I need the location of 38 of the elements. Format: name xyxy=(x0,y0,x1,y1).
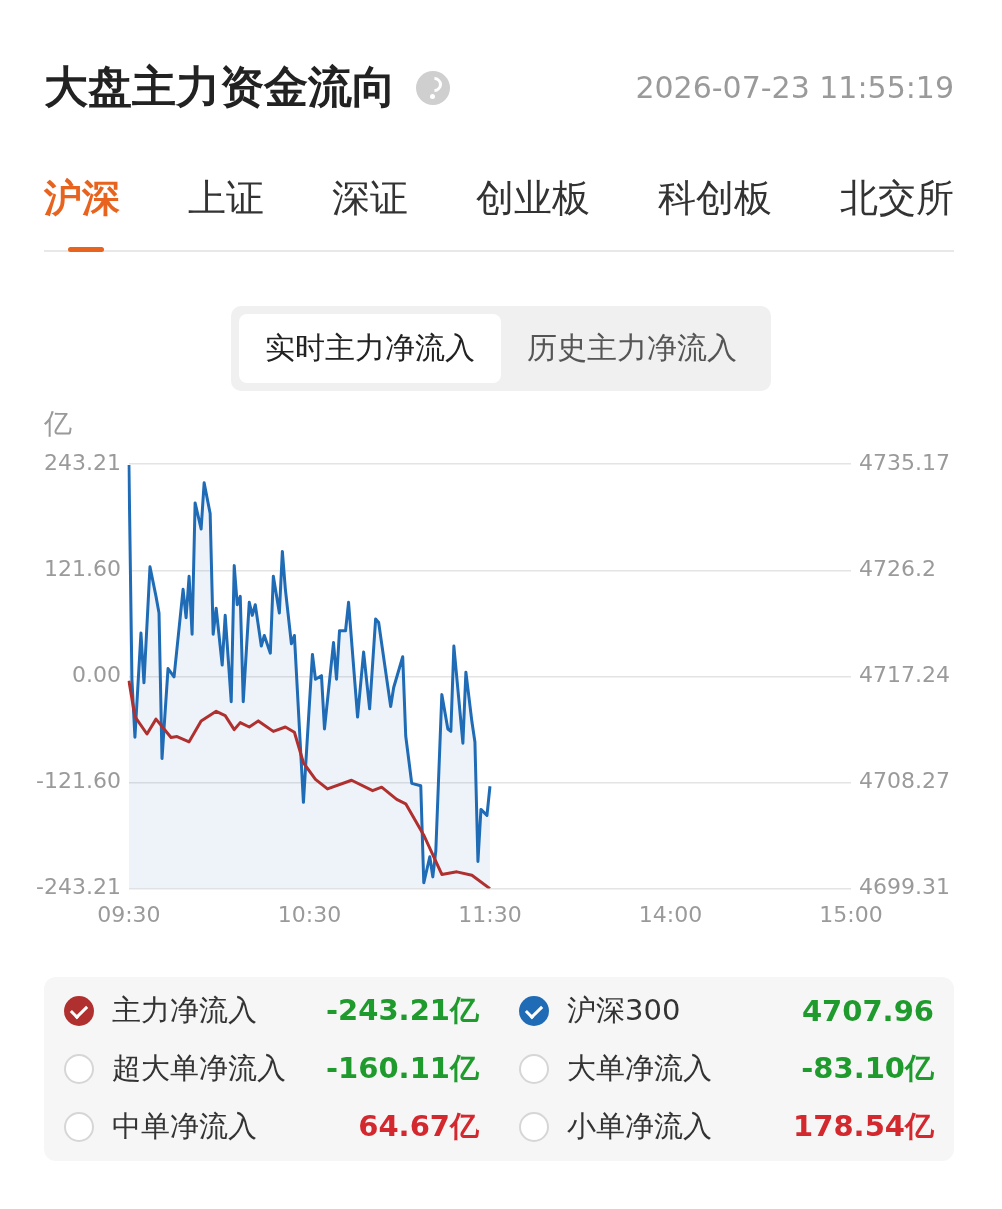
x-tick-label: 15:00 xyxy=(819,901,883,927)
text: 超大单净流入 xyxy=(112,1050,287,1087)
y-axis-title: 亿 xyxy=(44,406,73,442)
text: -160.11亿 xyxy=(326,1050,479,1087)
y-tick-label: -121.60 xyxy=(36,768,121,794)
text: 大单净流入 xyxy=(567,1050,713,1087)
y2-tick-label: 4699.31 xyxy=(859,874,951,900)
legend-label: 主力净流入 xyxy=(112,992,258,1029)
y-tick-label: -243.21 xyxy=(36,874,121,900)
text: 上证 xyxy=(188,175,264,222)
x-tick-label: 09:30 xyxy=(97,901,161,927)
text: 64.67亿 xyxy=(358,1108,479,1145)
text: 历史主力净流入 xyxy=(526,329,738,367)
y-tick-label: 243.21 xyxy=(43,449,121,475)
y2-tick-label: 4726.2 xyxy=(859,556,937,582)
text: 沪深 xyxy=(44,175,120,222)
text: 深证 xyxy=(332,175,408,222)
y-tick-label: 121.60 xyxy=(43,556,121,582)
text: 科创板 xyxy=(658,175,772,222)
y-tick-label: 0.00 xyxy=(71,662,121,688)
text: 小单净流入 xyxy=(567,1108,713,1145)
x-tick-label: 11:30 xyxy=(458,901,522,927)
text: -243.21亿 xyxy=(326,992,479,1029)
chart-subtitle: 2026-07-23 11:55:19 xyxy=(635,70,954,105)
text: 中单净流入 xyxy=(112,1108,258,1145)
text: 创业板 xyxy=(476,175,590,222)
x-tick-label: 14:00 xyxy=(638,901,703,927)
y2-tick-label: 4708.27 xyxy=(859,768,951,794)
text: -83.10亿 xyxy=(801,1050,934,1087)
chart-title: 大盘主力资金流向 xyxy=(44,60,396,114)
text: 实时主力净流入 xyxy=(239,314,501,383)
text: 4707.96 xyxy=(801,994,934,1028)
text: 北交所 xyxy=(840,175,954,222)
y2-tick-label: 4735.17 xyxy=(859,449,951,475)
text: 178.54亿 xyxy=(793,1108,934,1145)
legend-label: 沪深300 xyxy=(567,992,682,1029)
y2-tick-label: 4717.24 xyxy=(859,662,951,688)
x-tick-label: 10:30 xyxy=(277,901,342,927)
